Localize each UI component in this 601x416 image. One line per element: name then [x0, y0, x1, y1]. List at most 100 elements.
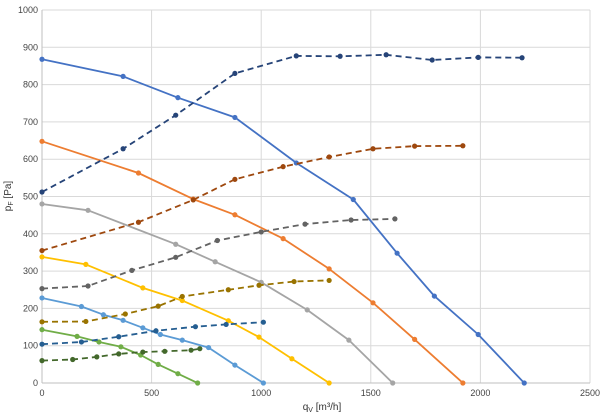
data-point — [326, 266, 332, 272]
x-axis-label: qV [m³/h] — [303, 402, 342, 414]
data-point — [118, 344, 124, 350]
data-point — [394, 250, 400, 256]
data-point — [162, 348, 168, 354]
data-point — [348, 217, 354, 223]
data-point — [120, 73, 126, 79]
data-point — [195, 380, 201, 386]
data-point — [346, 337, 352, 343]
series-solid-2 — [39, 138, 466, 386]
y-tick-label: 400 — [23, 229, 38, 239]
data-point — [205, 344, 212, 351]
data-point — [83, 261, 89, 267]
y-tick-label: 0 — [33, 378, 38, 388]
data-point — [223, 321, 229, 328]
data-point — [212, 259, 218, 265]
y-tick-label: 600 — [23, 154, 38, 164]
series-line — [41, 321, 264, 346]
series-line — [41, 58, 525, 384]
x-tick-labels: 0 500 1000 1500 2000 2500 — [39, 388, 600, 398]
y-tick-label: 900 — [23, 42, 38, 52]
series-solid-1 — [39, 56, 527, 386]
data-point — [155, 361, 161, 367]
data-point — [39, 201, 45, 207]
data-point — [179, 337, 185, 343]
data-point — [39, 319, 45, 325]
data-point — [153, 328, 159, 334]
series-line — [41, 203, 394, 384]
data-point — [289, 356, 295, 362]
data-point — [175, 95, 181, 101]
data-point — [175, 371, 181, 377]
data-point — [326, 380, 332, 386]
data-point — [350, 196, 356, 203]
y-tick-label: 1000 — [18, 5, 38, 15]
data-point — [304, 307, 310, 313]
data-point — [392, 216, 398, 222]
series-solid-3 — [39, 201, 396, 386]
data-point — [521, 380, 527, 386]
data-point — [155, 303, 161, 309]
data-point — [39, 189, 45, 195]
data-point — [519, 55, 525, 61]
data-point — [232, 362, 238, 368]
y-tick-label: 100 — [23, 341, 38, 351]
data-point — [260, 380, 266, 386]
data-point — [258, 229, 264, 235]
data-point — [188, 347, 194, 353]
x-tick-label: 0 — [39, 388, 44, 398]
series-line — [41, 53, 523, 193]
data-point — [293, 53, 299, 59]
data-point — [140, 325, 146, 331]
data-point — [460, 380, 466, 386]
y-tick-label: 700 — [23, 117, 38, 127]
data-point — [83, 318, 89, 325]
data-point — [214, 237, 220, 244]
series-dashed-9 — [39, 216, 398, 292]
series-line — [41, 140, 464, 384]
data-point — [232, 114, 238, 121]
data-point — [280, 236, 286, 242]
data-point — [232, 176, 238, 182]
series-dashed-12 — [39, 346, 203, 364]
series-dashed-11 — [39, 319, 266, 347]
data-point — [291, 278, 297, 285]
data-point — [135, 170, 142, 176]
y-tick-label: 500 — [23, 192, 38, 202]
series-line — [41, 297, 264, 384]
data-point — [192, 324, 199, 330]
x-tick-label: 2500 — [580, 388, 600, 398]
data-point — [135, 219, 142, 225]
data-point — [116, 334, 122, 340]
data-point — [39, 341, 45, 347]
data-point — [179, 297, 185, 304]
data-point — [412, 336, 418, 342]
data-point — [70, 356, 76, 363]
data-series — [39, 52, 527, 386]
series-dashed-10 — [39, 277, 332, 325]
x-tick-label: 1500 — [361, 388, 381, 398]
data-point — [260, 319, 266, 325]
data-point — [129, 267, 135, 273]
data-point — [256, 334, 262, 340]
data-point — [225, 287, 231, 293]
data-point — [78, 339, 85, 345]
data-point — [157, 331, 163, 338]
data-point — [412, 143, 418, 149]
data-point — [326, 277, 332, 284]
data-point — [140, 285, 146, 291]
y-axis-label: pF [Pa] — [3, 181, 15, 212]
data-point — [78, 303, 85, 310]
data-point — [122, 311, 128, 317]
data-point — [280, 164, 286, 170]
x-tick-label: 500 — [144, 388, 159, 398]
x-tick-label: 2000 — [470, 388, 490, 398]
data-point — [74, 333, 80, 339]
data-point — [337, 53, 343, 59]
data-point — [39, 358, 45, 364]
data-point — [179, 293, 185, 300]
x-tick-label: 1000 — [251, 388, 271, 398]
data-point — [100, 312, 106, 318]
data-point — [302, 221, 308, 227]
data-point — [39, 138, 45, 144]
